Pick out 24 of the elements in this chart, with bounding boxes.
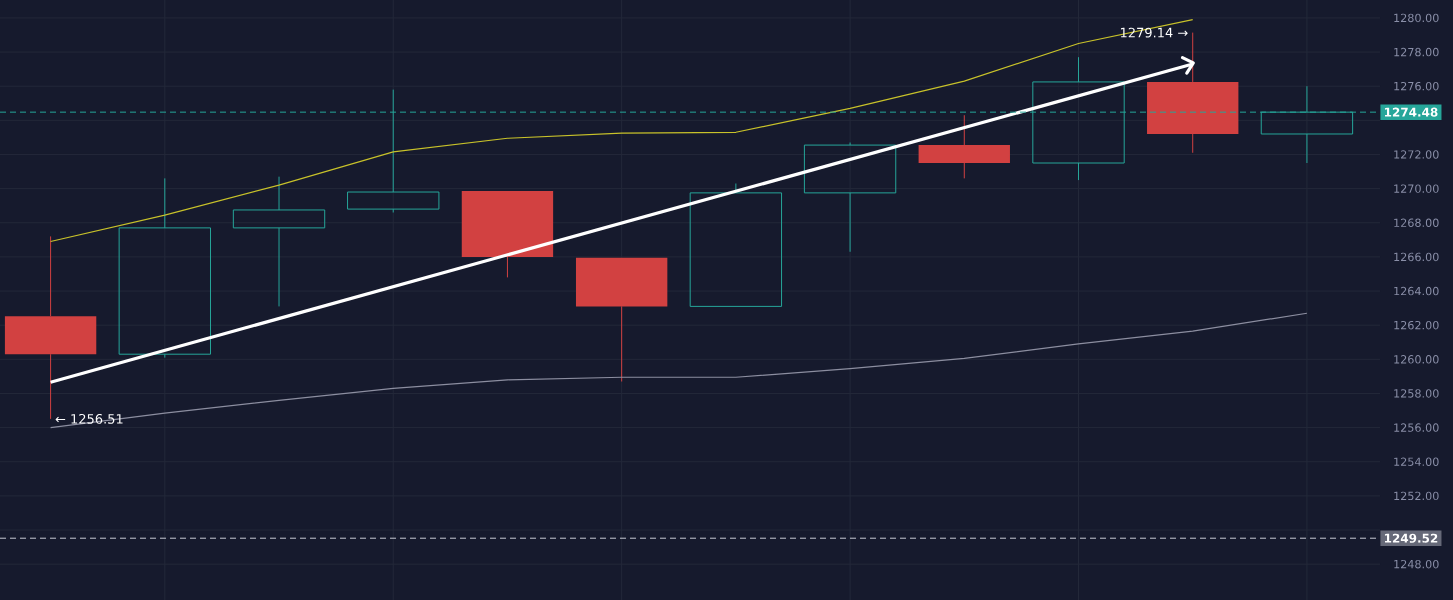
ref-line-label: 1249.52 (1384, 533, 1438, 543)
annotation: ← 1256.51 (55, 413, 123, 424)
y-tick-label: 1272.00 (1394, 150, 1439, 159)
candlestick (118, 177, 211, 359)
y-tick-label: 1264.00 (1394, 286, 1439, 296)
y-tick-label: 1256.00 (1394, 423, 1439, 432)
y-tick-label: 1268.00 (1394, 218, 1439, 227)
y-tick-label: 1258.00 (1394, 389, 1439, 398)
y-tick-label: 1254.00 (1394, 457, 1439, 466)
y-tick-label: 1260.00 (1394, 355, 1439, 364)
y-tick-label: 1280.00 (1394, 13, 1439, 23)
annotation: 1279.14 → (1120, 27, 1188, 38)
y-tick-label: 1266.00 (1394, 252, 1439, 262)
candlestick (232, 176, 326, 307)
y-tick-label: 1262.00 (1394, 320, 1439, 330)
y-tick-label: 1276.00 (1394, 81, 1439, 91)
y-tick-label: 1270.00 (1394, 184, 1439, 193)
candlestick (918, 114, 1010, 179)
y-tick-label: 1248.00 (1394, 559, 1439, 569)
y-tick-label: 1278.00 (1394, 47, 1439, 57)
line-series (49, 19, 1194, 243)
y-tick-label: 1252.00 (1394, 491, 1439, 501)
line-series (49, 312, 1308, 429)
ref-line-label: 1274.48 (1384, 107, 1438, 117)
